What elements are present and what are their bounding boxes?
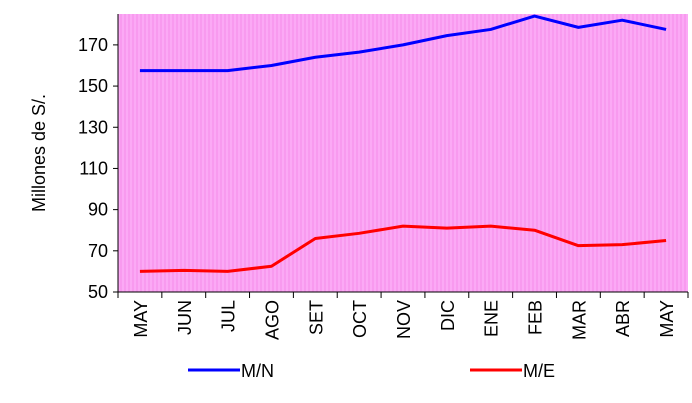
x-tick-label: MAY [657, 300, 677, 338]
line-series [139, 14, 667, 73]
x-tick-label: FEB [526, 300, 546, 335]
line-series [139, 224, 667, 273]
x-tick-label: MAR [569, 300, 589, 340]
x-tick-label: JUN [175, 300, 195, 335]
x-tick-label: ENE [482, 300, 502, 337]
y-tick-label: 150 [78, 76, 108, 96]
x-tick-label: AGO [262, 300, 282, 340]
y-tick-label: 70 [88, 241, 108, 261]
plot-area [118, 14, 688, 292]
x-tick-label: DIC [438, 300, 458, 331]
x-tick-label: NOV [394, 300, 414, 339]
y-tick-label: 90 [88, 200, 108, 220]
y-tick-label: 170 [78, 35, 108, 55]
y-axis-label: Millones de S/. [29, 94, 49, 212]
y-tick-label: 110 [79, 158, 108, 178]
y-tick-label: 130 [78, 117, 108, 137]
legend-label: M/E [523, 361, 555, 381]
x-tick-label: SET [306, 300, 326, 335]
legend-label: M/N [241, 361, 274, 381]
x-tick-label: ABR [613, 300, 633, 337]
y-tick-label: 50 [88, 282, 108, 302]
x-tick-label: OCT [350, 300, 370, 338]
x-tick-label: MAY [131, 300, 151, 338]
x-tick-label: JUL [219, 300, 239, 332]
